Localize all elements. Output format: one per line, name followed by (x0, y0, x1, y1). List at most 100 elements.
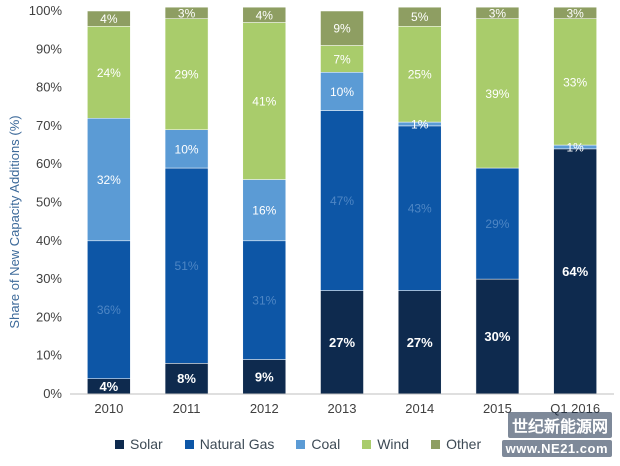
bar-data-label: 27% (407, 335, 433, 350)
legend-swatch (362, 439, 372, 449)
bar-segment-wind (87, 26, 131, 119)
bar-data-label: 4% (100, 12, 118, 26)
y-tick-label: 10% (36, 348, 62, 363)
y-axis-ticks: 0% 10% 20% 30% 40% 50% 60% 70% 80% 90% 100% (29, 3, 63, 401)
bar-segment-wind (553, 18, 597, 146)
bar-data-label: 33% (563, 75, 587, 89)
bar-segment-wind (475, 18, 520, 169)
bar-data-label: 39% (485, 87, 509, 101)
bar-segment-other (553, 6, 597, 19)
bar-segment-other (475, 6, 520, 19)
bar-data-label: 27% (329, 335, 355, 350)
bar-data-label: 30% (484, 329, 510, 344)
bar-data-label: 31% (252, 294, 276, 308)
bar-data-label: 1% (411, 117, 429, 131)
bar-data-label: 29% (175, 68, 199, 82)
bar-data-label: 64% (562, 264, 588, 279)
y-tick-label: 70% (36, 118, 62, 133)
bar-segment-natural-gas (475, 167, 520, 280)
bar-data-label: 10% (330, 85, 354, 99)
y-tick-label: 20% (36, 309, 62, 324)
watermark-url: www.NE21.com (501, 440, 612, 457)
x-tick-label: 2010 (94, 401, 123, 416)
legend-swatch (296, 439, 306, 449)
legend-item-solar: Solar (115, 436, 163, 452)
bar-segment-solar (553, 148, 597, 395)
bar-data-label: 1% (566, 140, 584, 154)
bar-data-label: 25% (408, 68, 432, 82)
x-tick-label: 2014 (405, 401, 434, 416)
bar-data-label: 51% (175, 259, 199, 273)
bar-data-label: 47% (330, 194, 354, 208)
bar-segment-coal (320, 72, 364, 111)
bar-data-label: 9% (333, 22, 351, 36)
bar-data-label: 10% (175, 142, 199, 156)
bar-segment-natural-gas (242, 240, 287, 360)
bar-segment-other (87, 10, 131, 27)
bar-data-label: 36% (97, 303, 121, 317)
bar-segment-natural-gas (164, 167, 209, 364)
bar-data-label: 9% (255, 369, 274, 384)
bar-segment-other (320, 10, 364, 46)
bar-data-label: 7% (333, 52, 351, 66)
bar-segment-solar (242, 359, 287, 395)
y-tick-label: 40% (36, 233, 62, 248)
y-tick-label: 0% (43, 386, 62, 401)
bar-segment-natural-gas (397, 125, 442, 291)
y-tick-label: 80% (36, 80, 62, 95)
bars-group (87, 6, 597, 395)
x-tick-label: 2015 (483, 401, 512, 416)
bar-labels-group: 4% 36% 32% 24% 4% 8% 51% 10% 29% 3% 9% 31% 16% 41% 4% 2… (97, 6, 589, 393)
bar-data-label: 4% (99, 379, 118, 394)
y-axis-title-group: Share of New Capacity Additions (%) (7, 115, 22, 328)
bar-data-label: 32% (97, 173, 121, 187)
legend-item-other: Other (431, 436, 481, 452)
x-tick-label: 2011 (173, 401, 201, 416)
bar-segment-natural-gas (320, 110, 364, 291)
bar-segment-other (242, 6, 287, 23)
bar-data-label: 3% (178, 6, 196, 20)
legend-label: Natural Gas (199, 436, 275, 452)
y-axis-title: Share of New Capacity Additions (%) (7, 115, 22, 328)
bar-data-label: 8% (177, 371, 196, 386)
x-tick-label: 2013 (328, 401, 357, 416)
legend: Solar Natural Gas Coal Wind Other (115, 436, 481, 452)
bar-segment-solar (475, 278, 520, 395)
legend-label: Solar (130, 436, 163, 452)
watermark: 世纪新能源网 www.NE21.com (494, 412, 612, 458)
bar-data-label: 29% (485, 217, 509, 231)
legend-swatch (184, 439, 194, 449)
bar-segment-wind (397, 26, 442, 123)
legend-label: Coal (311, 436, 341, 452)
bar-data-label: 41% (252, 95, 276, 109)
bar-segment-solar (320, 290, 364, 395)
bar-segment-solar (397, 290, 442, 395)
legend-swatch (115, 439, 124, 449)
legend-item-natural-gas: Natural Gas (184, 436, 275, 452)
bar-segment-wind (164, 18, 209, 130)
legend-label: Wind (377, 436, 410, 452)
bar-segment-other (164, 6, 209, 19)
bar-segment-other (397, 6, 442, 27)
bar-data-label: 24% (97, 66, 121, 80)
legend-item-coal: Coal (296, 436, 340, 452)
bar-data-label: 16% (252, 204, 276, 218)
y-tick-label: 30% (36, 271, 62, 286)
legend-label: Other (446, 436, 482, 452)
bar-data-label: 43% (408, 202, 432, 216)
y-tick-label: 100% (29, 3, 63, 18)
watermark-site-name: 世纪新能源网 (507, 412, 612, 438)
bar-data-label: 3% (566, 6, 584, 20)
y-tick-label: 90% (36, 41, 62, 56)
legend-swatch (431, 439, 441, 449)
bar-data-label: 4% (256, 8, 274, 22)
bar-segment-wind (320, 45, 364, 73)
legend-item-wind: Wind (362, 436, 409, 452)
x-tick-label: 2012 (250, 401, 279, 416)
bar-segment-coal (164, 129, 209, 169)
y-tick-label: 50% (36, 195, 62, 210)
y-tick-label: 60% (36, 156, 62, 171)
bar-data-label: 5% (411, 10, 429, 24)
